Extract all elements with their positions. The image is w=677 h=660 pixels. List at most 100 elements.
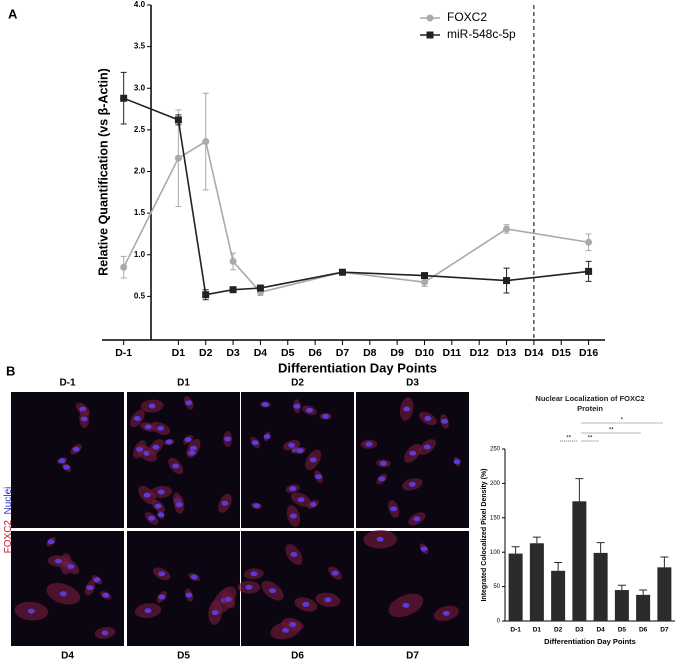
y-tick-label: 1.0 <box>134 250 146 259</box>
error-bar <box>554 562 563 571</box>
point <box>585 238 593 246</box>
nucleus <box>86 585 94 591</box>
x-tick-label: D9 <box>390 347 404 359</box>
point <box>503 277 511 285</box>
nucleus <box>148 515 156 521</box>
x-tick-label: D16 <box>579 347 598 359</box>
nucleus <box>102 592 110 598</box>
micrograph-label: D6 <box>291 651 304 660</box>
nucleus <box>379 460 387 466</box>
nucleus <box>165 439 173 445</box>
x-tick-label: D5 <box>281 347 295 359</box>
micrograph-label: D7 <box>406 651 419 660</box>
nucleus <box>224 596 232 602</box>
point <box>202 138 210 146</box>
x-tick-label: D12 <box>470 347 489 359</box>
x-tick-label: D1 <box>172 347 186 359</box>
nucleus <box>302 601 310 607</box>
nucleus <box>378 476 386 482</box>
nucleus <box>157 425 165 431</box>
point <box>338 268 346 276</box>
error-bar <box>639 589 648 595</box>
point <box>120 263 128 271</box>
nucleus <box>289 486 297 492</box>
x-tick-label: D-1 <box>115 347 132 359</box>
nucleus <box>188 450 196 456</box>
nucleus <box>211 610 219 616</box>
nucleus <box>297 497 305 503</box>
nucleus <box>136 446 144 452</box>
bar <box>593 552 608 621</box>
nucleus <box>154 503 162 509</box>
nucleus <box>365 441 373 447</box>
bar <box>572 501 587 621</box>
nucleus <box>315 474 323 480</box>
y-tick-label: 150 <box>490 515 501 521</box>
x-tick-label: D3 <box>575 627 584 634</box>
bar <box>636 594 651 621</box>
x-tick-label: D11 <box>443 347 462 359</box>
nucleus <box>309 457 317 463</box>
nucleus <box>184 437 192 443</box>
y-tick-label: 4.0 <box>134 0 146 9</box>
y-tick-label: 2.5 <box>134 125 146 134</box>
x-tick-label: D-1 <box>510 627 521 634</box>
nucleus <box>59 591 67 597</box>
bar <box>551 570 566 621</box>
legend-label: FOXC2 <box>447 10 487 24</box>
nucleus <box>175 502 183 508</box>
nucleus <box>331 570 339 576</box>
nucleus <box>158 571 166 577</box>
series-line <box>123 97 589 296</box>
nucleus <box>442 610 450 616</box>
micrograph <box>11 392 124 528</box>
point <box>421 278 429 286</box>
legend-marker <box>426 31 434 39</box>
nucleus <box>282 627 290 633</box>
micrograph-label: D-1 <box>59 378 76 389</box>
micrograph-label: D2 <box>291 378 304 389</box>
x-tick-label: D4 <box>254 347 268 359</box>
x-tick-label: D14 <box>524 347 543 359</box>
stain-label: FOXC2_Nuclei <box>3 487 14 554</box>
nucleus <box>402 602 410 608</box>
y-tick-label: 0.5 <box>134 291 146 300</box>
nucleus <box>157 512 165 518</box>
nucleus <box>245 584 253 590</box>
nucleus <box>420 546 428 552</box>
panel-label: B <box>6 363 15 378</box>
nucleus <box>290 552 298 558</box>
x-tick-label: D13 <box>497 347 516 359</box>
nucleus <box>409 450 417 456</box>
x-tick-label: D1 <box>533 627 542 634</box>
nucleus <box>80 416 88 422</box>
nucleus <box>185 592 193 598</box>
point <box>229 286 237 294</box>
micrograph-label: D1 <box>177 378 190 389</box>
nucleus <box>408 481 416 487</box>
x-tick-label: D2 <box>199 347 213 359</box>
nucleus <box>289 513 297 519</box>
nucleus <box>296 448 304 454</box>
significance-label: * <box>621 418 624 424</box>
bar <box>614 590 629 621</box>
nucleus <box>63 464 71 470</box>
point <box>585 267 593 275</box>
nucleus <box>423 444 431 450</box>
y-axis-title: Integrated Colocalized Pixel Density (%) <box>481 468 488 601</box>
nucleus <box>453 459 461 465</box>
x-tick-label: D8 <box>363 347 377 359</box>
point <box>256 284 264 292</box>
y-tick-label: 50 <box>493 584 500 590</box>
micrograph-label: D4 <box>61 651 74 660</box>
error-bar <box>532 536 541 544</box>
nucleus <box>322 413 330 419</box>
nucleus <box>152 444 160 450</box>
micrograph <box>356 531 469 646</box>
point <box>120 94 128 102</box>
nucleus <box>58 458 66 464</box>
bar <box>508 553 523 621</box>
point <box>229 257 237 265</box>
